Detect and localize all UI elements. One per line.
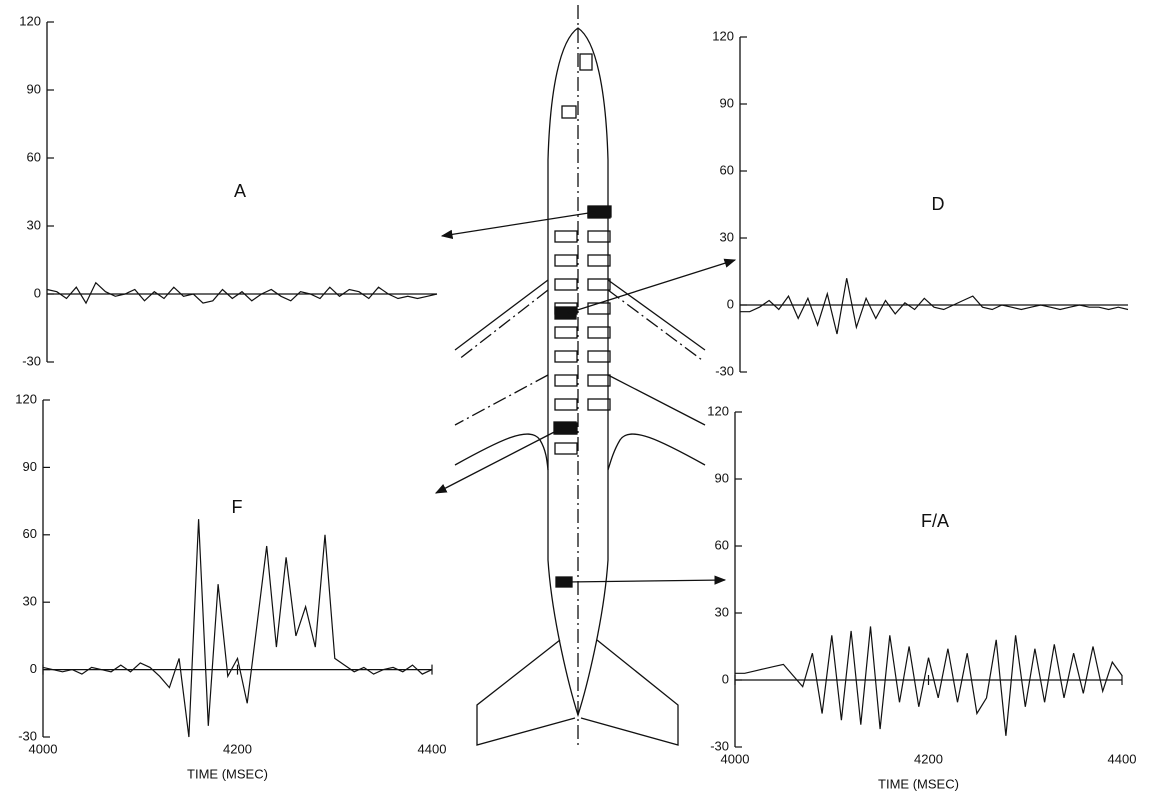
y-tick-label: -30 (710, 738, 729, 753)
y-tick-label: 30 (27, 217, 41, 232)
y-tick-label: 120 (712, 28, 734, 43)
x-axis-label: TIME (MSEC) (878, 776, 959, 791)
y-tick-label: -30 (22, 353, 41, 368)
seat (554, 326, 578, 339)
seat (587, 326, 611, 339)
seat (554, 278, 578, 291)
y-tick-label: 60 (27, 149, 41, 164)
x-axis-label: TIME (MSEC) (187, 766, 268, 781)
y-tick-label: 30 (720, 229, 734, 244)
seat (554, 442, 578, 455)
seat (554, 374, 578, 387)
data-line (42, 519, 433, 738)
seat (554, 398, 578, 411)
y-tick-label: 90 (720, 95, 734, 110)
y-tick-label: -30 (18, 728, 37, 743)
x-tick-label: 4000 (29, 741, 58, 756)
y-tick-label: 120 (19, 13, 41, 28)
panel-label: F (232, 497, 243, 517)
x-tick-label: 4200 (223, 741, 252, 756)
seat (587, 254, 611, 267)
y-tick-label: 0 (30, 661, 37, 676)
seat (554, 350, 578, 363)
y-tick-label: 90 (27, 81, 41, 96)
seat (587, 278, 611, 291)
seat (554, 230, 578, 243)
panel-label: D (932, 194, 945, 214)
panel-label: F/A (921, 511, 949, 531)
seat (587, 302, 611, 315)
x-tick-label: 4400 (1108, 751, 1137, 766)
data-line (46, 281, 438, 305)
y-tick-label: 0 (34, 285, 41, 300)
y-tick-label: 30 (715, 604, 729, 619)
seat (587, 230, 611, 243)
data-line (740, 278, 1129, 335)
y-tick-label: 120 (707, 403, 729, 418)
y-tick-label: -30 (715, 363, 734, 378)
x-tick-label: 4000 (721, 751, 750, 766)
data-line (735, 626, 1123, 736)
y-tick-label: 0 (722, 671, 729, 686)
x-tick-label: 4200 (914, 751, 943, 766)
seat (587, 374, 611, 387)
x-tick-label: 4400 (418, 741, 447, 756)
airplane-diagram (434, 5, 737, 746)
seat (587, 398, 611, 411)
y-tick-label: 90 (715, 470, 729, 485)
seat (587, 350, 611, 363)
y-tick-label: 0 (727, 296, 734, 311)
y-tick-label: 60 (23, 526, 37, 541)
panel-label: A (234, 181, 246, 201)
y-tick-label: 90 (23, 459, 37, 474)
y-tick-label: 120 (15, 391, 37, 406)
seat (554, 254, 578, 267)
y-tick-label: 30 (23, 594, 37, 609)
y-tick-label: 60 (720, 162, 734, 177)
y-tick-label: 60 (715, 537, 729, 552)
